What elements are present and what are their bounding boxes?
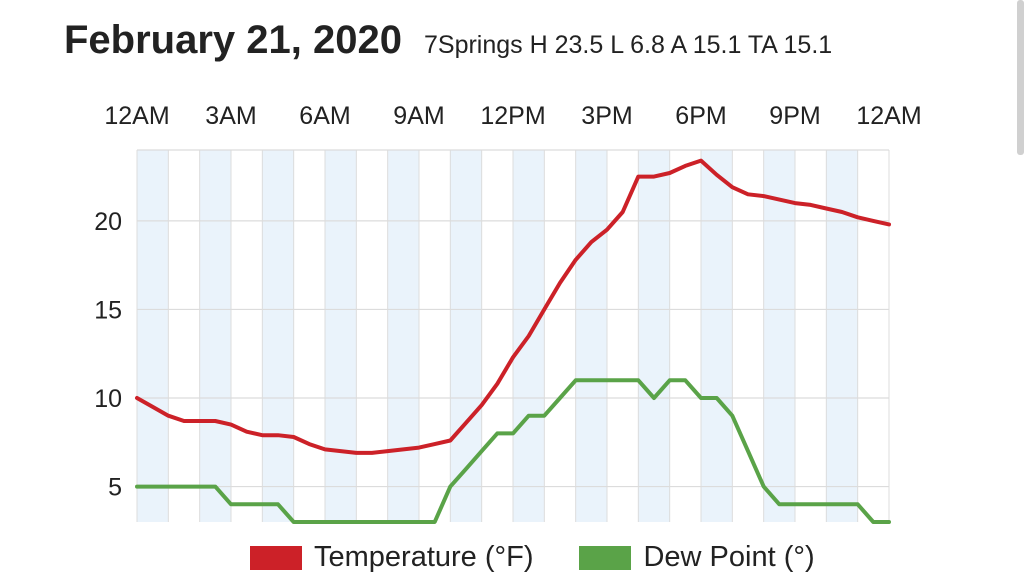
hour-band [199,150,231,522]
x-tick-label: 9PM [769,102,820,130]
x-tick-label: 6PM [675,102,726,130]
legend-item-temperature: Temperature (°F) [250,541,533,574]
hour-band [262,150,294,522]
y-tick-label: 20 [94,208,122,236]
x-tick-label: 12AM [856,102,921,130]
hour-band [701,150,733,522]
y-tick-label: 10 [94,385,122,413]
hour-band [826,150,858,522]
x-tick-label: 12PM [480,102,545,130]
x-tick-label: 12AM [104,102,169,130]
page-title: February 21, 2020 [64,18,402,62]
x-tick-label: 9AM [393,102,444,130]
chart-header: February 21, 2020 7Springs H 23.5 L 6.8 … [64,18,832,74]
dewpoint-line [135,378,891,524]
legend-label-dewpoint: Dew Point (°) [643,541,815,573]
hour-band [638,150,670,522]
hour-band [575,150,607,522]
hour-band [325,150,357,522]
hour-band [387,150,419,522]
hour-band [763,150,795,522]
y-tick-label: 15 [94,296,122,324]
legend-item-dewpoint: Dew Point (°) [579,541,815,574]
temperature-swatch [250,545,302,570]
dewpoint-swatch [579,545,632,570]
temperature-line [135,158,891,455]
station-stats: 7Springs H 23.5 L 6.8 A 15.1 TA 15.1 [424,31,833,59]
legend-label-temperature: Temperature (°F) [314,541,534,573]
x-tick-label: 6AM [299,102,350,130]
weather-chart: 5 10 15 20 12AM 3AM 6AM 9AM 12PM 3PM 6PM 9PM 12AM [94,102,922,524]
x-tick-label: 3PM [581,102,632,130]
chart-legend: Temperature (°F) Dew Point (°) [250,541,861,574]
hour-band [137,150,169,522]
x-tick-label: 3AM [205,102,256,130]
scrollbar[interactable] [1017,0,1024,155]
y-tick-label: 5 [108,474,122,502]
